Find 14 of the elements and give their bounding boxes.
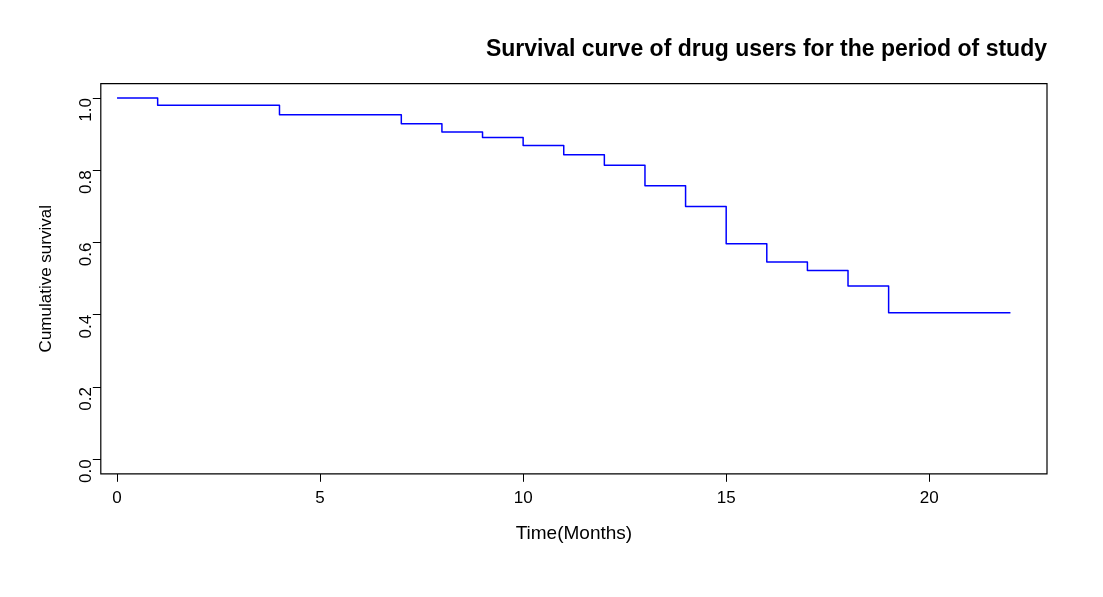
x-tick-label: 5: [315, 487, 325, 507]
y-tick-label: 0.2: [76, 387, 96, 411]
y-tick-label: 1.0: [76, 98, 96, 122]
x-tick-label: 10: [513, 487, 533, 507]
x-tick-label: 15: [716, 487, 736, 507]
y-axis-title: Cumulative survival: [35, 205, 55, 353]
y-tick-label: 0.0: [76, 459, 96, 483]
x-tick-label: 20: [919, 487, 939, 507]
y-tick-label: 0.4: [76, 314, 96, 339]
y-tick-label: 0.8: [76, 170, 96, 194]
x-tick-label: 0: [112, 487, 122, 507]
chart-title: Survival curve of drug users for the period of study: [485, 35, 1048, 62]
y-tick-label: 0.6: [76, 242, 96, 267]
x-axis-title: Time(Months): [515, 521, 633, 543]
